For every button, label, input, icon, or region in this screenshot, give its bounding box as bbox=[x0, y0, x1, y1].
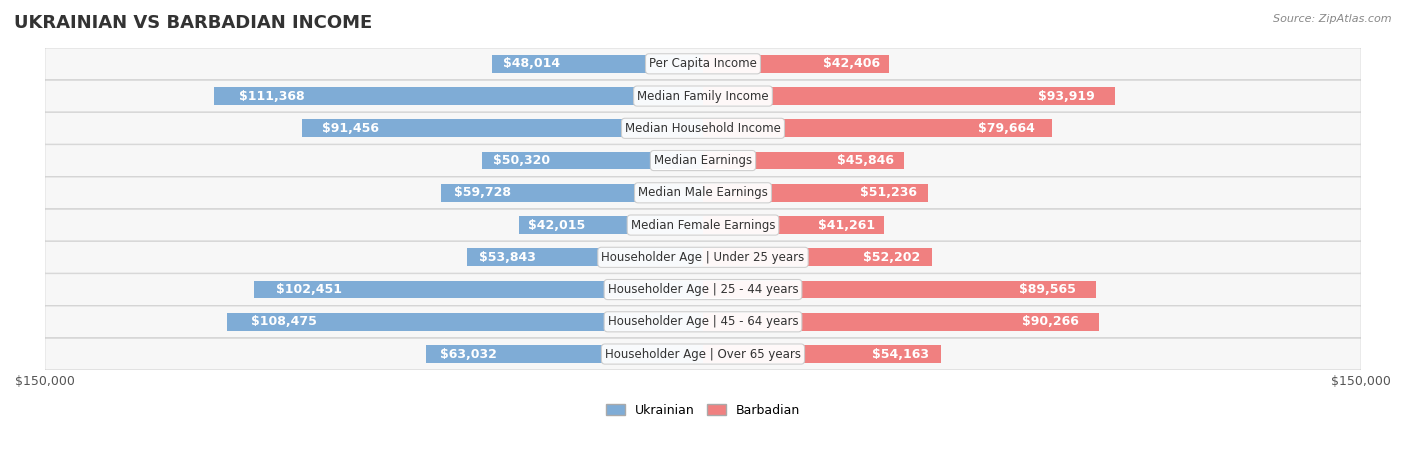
Bar bbox=[703, 216, 884, 234]
Text: Per Capita Income: Per Capita Income bbox=[650, 57, 756, 71]
FancyBboxPatch shape bbox=[45, 209, 1361, 241]
Bar bbox=[703, 345, 941, 363]
Bar bbox=[703, 120, 1053, 137]
FancyBboxPatch shape bbox=[45, 48, 1361, 79]
Text: $90,266: $90,266 bbox=[1022, 315, 1080, 328]
FancyBboxPatch shape bbox=[45, 241, 1361, 273]
Text: $51,236: $51,236 bbox=[859, 186, 917, 199]
Bar bbox=[253, 281, 703, 298]
Text: Householder Age | Under 25 years: Householder Age | Under 25 years bbox=[602, 251, 804, 264]
Text: $79,664: $79,664 bbox=[979, 122, 1035, 135]
FancyBboxPatch shape bbox=[45, 145, 1361, 177]
Bar bbox=[441, 184, 703, 202]
Bar bbox=[703, 152, 904, 170]
Text: UKRAINIAN VS BARBADIAN INCOME: UKRAINIAN VS BARBADIAN INCOME bbox=[14, 14, 373, 32]
Text: $89,565: $89,565 bbox=[1019, 283, 1076, 296]
Bar bbox=[302, 120, 703, 137]
Bar bbox=[228, 313, 703, 331]
Text: Householder Age | 25 - 44 years: Householder Age | 25 - 44 years bbox=[607, 283, 799, 296]
FancyBboxPatch shape bbox=[45, 306, 1361, 338]
Text: $50,320: $50,320 bbox=[494, 154, 550, 167]
Bar bbox=[703, 87, 1115, 105]
FancyBboxPatch shape bbox=[45, 274, 1361, 305]
Text: $41,261: $41,261 bbox=[818, 219, 875, 232]
Text: $53,843: $53,843 bbox=[478, 251, 536, 264]
Text: Householder Age | 45 - 64 years: Householder Age | 45 - 64 years bbox=[607, 315, 799, 328]
Text: $52,202: $52,202 bbox=[863, 251, 921, 264]
Bar bbox=[467, 248, 703, 266]
Text: $48,014: $48,014 bbox=[503, 57, 560, 71]
Text: Median Family Income: Median Family Income bbox=[637, 90, 769, 103]
Bar bbox=[703, 281, 1095, 298]
Text: Median Male Earnings: Median Male Earnings bbox=[638, 186, 768, 199]
Text: $54,163: $54,163 bbox=[872, 347, 929, 361]
Text: $111,368: $111,368 bbox=[239, 90, 305, 103]
Text: $102,451: $102,451 bbox=[276, 283, 342, 296]
FancyBboxPatch shape bbox=[45, 80, 1361, 112]
Text: $42,406: $42,406 bbox=[823, 57, 880, 71]
FancyBboxPatch shape bbox=[45, 177, 1361, 209]
Text: $93,919: $93,919 bbox=[1038, 90, 1094, 103]
Text: Householder Age | Over 65 years: Householder Age | Over 65 years bbox=[605, 347, 801, 361]
Text: Median Household Income: Median Household Income bbox=[626, 122, 780, 135]
Bar bbox=[703, 55, 889, 73]
Bar bbox=[492, 55, 703, 73]
Text: $108,475: $108,475 bbox=[250, 315, 316, 328]
Text: $42,015: $42,015 bbox=[527, 219, 585, 232]
Bar bbox=[519, 216, 703, 234]
Text: $45,846: $45,846 bbox=[837, 154, 894, 167]
Bar bbox=[482, 152, 703, 170]
Text: $91,456: $91,456 bbox=[322, 122, 378, 135]
FancyBboxPatch shape bbox=[45, 113, 1361, 144]
Text: $59,728: $59,728 bbox=[454, 186, 510, 199]
Text: Median Female Earnings: Median Female Earnings bbox=[631, 219, 775, 232]
Bar bbox=[215, 87, 703, 105]
Bar bbox=[426, 345, 703, 363]
Bar bbox=[703, 184, 928, 202]
Bar bbox=[703, 248, 932, 266]
Legend: Ukrainian, Barbadian: Ukrainian, Barbadian bbox=[600, 399, 806, 422]
Text: Median Earnings: Median Earnings bbox=[654, 154, 752, 167]
Bar bbox=[703, 313, 1099, 331]
FancyBboxPatch shape bbox=[45, 338, 1361, 370]
Text: Source: ZipAtlas.com: Source: ZipAtlas.com bbox=[1274, 14, 1392, 24]
Text: $63,032: $63,032 bbox=[440, 347, 498, 361]
